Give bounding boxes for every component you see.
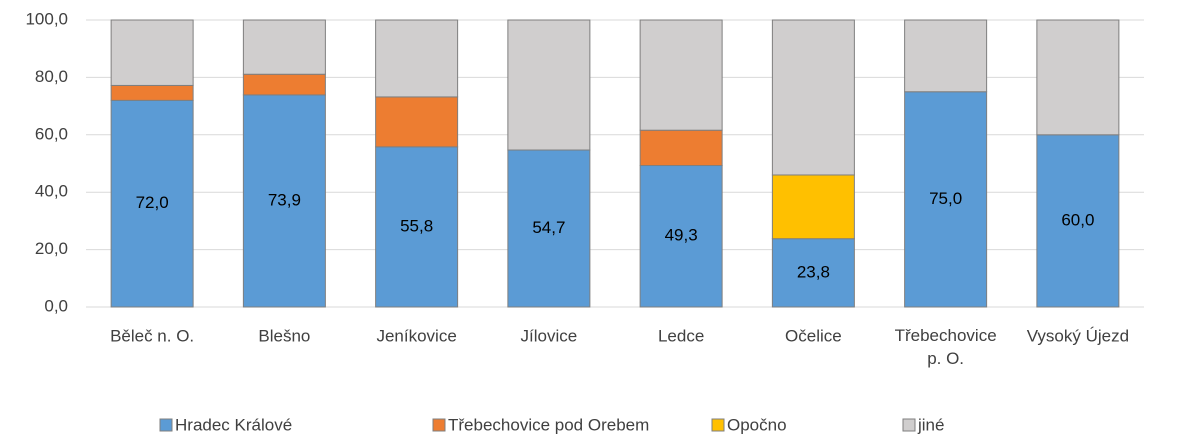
bar-segment: [1036, 134, 1120, 308]
y-tick-label: 0,0: [44, 296, 68, 315]
data-label: 72,0: [136, 193, 169, 212]
x-tick-label: Jílovice: [521, 326, 578, 345]
data-label: 23,8: [797, 262, 830, 281]
y-tick-label: 80,0: [35, 67, 68, 86]
legend-swatch: [711, 418, 725, 432]
legend-label: Opočno: [727, 415, 787, 434]
legend-label: Hradec Králové: [175, 415, 292, 434]
bar-segment: [242, 19, 326, 75]
bar-segment: [110, 84, 194, 101]
legend-label: Třebechovice pod Orebem: [448, 415, 649, 434]
data-label: 60,0: [1061, 210, 1094, 229]
legend-swatch: [159, 418, 173, 432]
legend-swatch: [432, 418, 446, 432]
data-label: 73,9: [268, 190, 301, 209]
x-tick-label: Běleč n. O.: [110, 326, 194, 345]
bar-segment: [639, 19, 723, 131]
bar-segment: [242, 73, 326, 96]
bar-segment: [639, 165, 723, 308]
x-tick-label: Jeníkovice: [376, 326, 456, 345]
bar-segment: [110, 99, 194, 308]
x-tick-label: Vysoký Újezd: [1027, 326, 1129, 345]
bar-segment: [110, 19, 194, 86]
bar-segment: [639, 129, 723, 167]
x-tick-label: Ledce: [658, 326, 704, 345]
bar-segment: [904, 19, 988, 93]
y-tick-label: 60,0: [35, 124, 68, 143]
x-tick-label: Blešno: [258, 326, 310, 345]
data-label: 54,7: [532, 218, 565, 237]
bar-segment: [1036, 19, 1120, 136]
y-tick-label: 20,0: [35, 239, 68, 258]
data-label: 75,0: [929, 189, 962, 208]
bar-segment: [771, 238, 855, 308]
bar-segment: [375, 146, 459, 308]
legend-label: jiné: [917, 415, 944, 434]
x-tick-label: Třebechovice p. O.: [895, 326, 997, 368]
bar-segment: [507, 19, 591, 151]
legend-swatch: [902, 418, 916, 432]
bar-segment: [375, 19, 459, 98]
bar-segment: [771, 19, 855, 176]
bar-segment: [242, 94, 326, 308]
y-tick-label: 40,0: [35, 182, 68, 201]
data-label: 49,3: [665, 226, 698, 245]
bar-segment: [771, 174, 855, 240]
x-tick-label: Očelice: [785, 326, 842, 345]
bar-segment: [375, 96, 459, 148]
bar-segment: [904, 91, 988, 308]
y-tick-label: 100,0: [25, 9, 68, 28]
data-label: 55,8: [400, 216, 433, 235]
